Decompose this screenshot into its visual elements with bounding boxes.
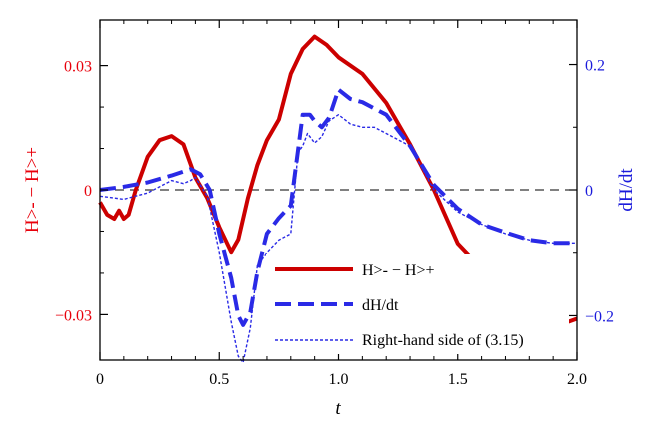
y-right-tick-label: 0 xyxy=(585,183,593,200)
y-left-tick-label: 0 xyxy=(84,183,92,200)
legend: H>- − H>+ dH/dt Right-hand side of (3.15… xyxy=(266,254,569,354)
y-axis-label-left: H>- − H>+ xyxy=(22,147,43,233)
y-left-tick-label: 0.03 xyxy=(64,59,92,76)
legend-label-2: dH/dt xyxy=(362,297,399,314)
y-right-tick-label: 0.2 xyxy=(585,58,605,75)
y-axis-label-right: dH/dt xyxy=(616,168,637,212)
legend-label-1: H>- − H>+ xyxy=(362,262,435,279)
y-left-tick-label: −0.03 xyxy=(55,307,92,324)
series-line-2 xyxy=(99,87,577,327)
x-tick-label: 0 xyxy=(96,371,104,388)
x-tick-label: 1.5 xyxy=(448,371,468,388)
legend-label-3: Right-hand side of (3.15) xyxy=(362,332,524,349)
x-tick-label: 2.0 xyxy=(567,371,587,388)
x-tick-label: 1.0 xyxy=(329,371,349,388)
series-line-3 xyxy=(99,113,577,364)
x-axis-label: t xyxy=(335,398,341,419)
x-tick-label: 0.5 xyxy=(209,371,229,388)
y-right-tick-label: −0.2 xyxy=(585,308,614,325)
